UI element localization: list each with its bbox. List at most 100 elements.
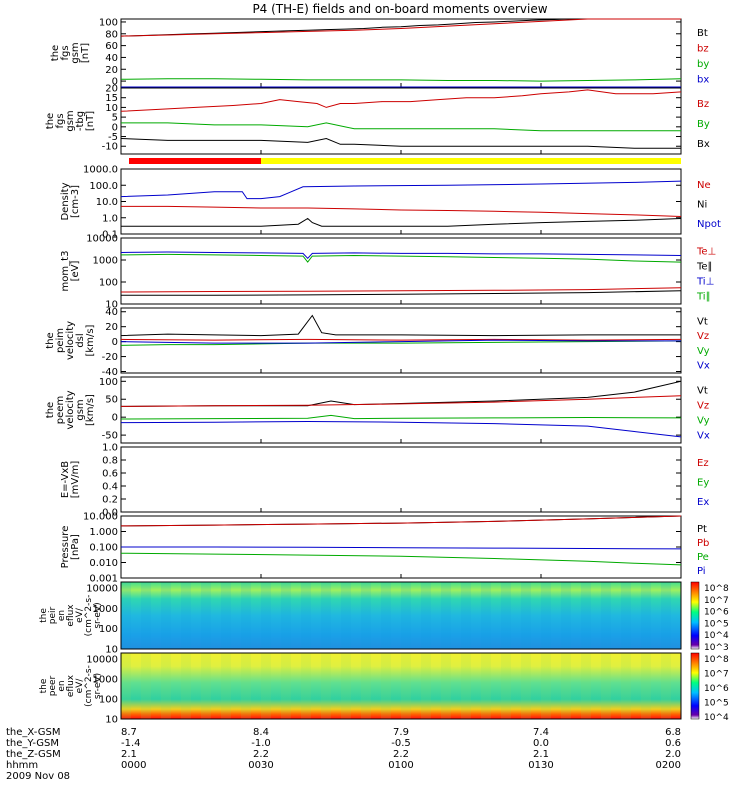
legend-entry: Bx [697, 139, 710, 150]
ephemeris-value: 8.4 [253, 727, 269, 738]
spectrogram-texture [401, 653, 411, 719]
spectrogram-texture [561, 653, 571, 719]
y-axis-label: dsl [75, 333, 86, 347]
y-tick-label: 5 [112, 113, 118, 124]
ephemeris-value: 0.6 [665, 738, 681, 749]
panel-4: 40 20 0 -20 -40 the peim velocity dsl [km/s] Vt Vz V… [45, 307, 710, 378]
legend-entry: Pe [697, 552, 709, 563]
y-tick-label: 10 [105, 300, 118, 311]
y-tick-label: 10000 [86, 584, 118, 595]
y-tick-label: 1.000 [89, 527, 118, 538]
legend-entry: By [697, 119, 710, 130]
series-line-2 [120, 78, 682, 82]
ephemeris-value: 0030 [248, 760, 273, 771]
series-line-3 [120, 339, 681, 344]
y-axis-label: peim [55, 328, 66, 353]
y-axis-label: Density [60, 182, 71, 220]
panel-frame [120, 446, 682, 513]
legend-entry: bx [697, 74, 709, 85]
legend-entry: Te⊥ [696, 247, 716, 258]
ephemeris-date: 2009 Nov 08 [6, 771, 70, 782]
spectrogram-texture [201, 653, 211, 719]
ephemeris-value: -1.4 [121, 738, 141, 749]
spectrogram-texture [261, 582, 271, 649]
y-axis-label: [cm-3] [70, 185, 81, 218]
spectrogram-texture [201, 582, 211, 649]
spectrogram-texture [161, 653, 171, 719]
y-tick-label: 1000 [93, 675, 118, 686]
colorbar [690, 652, 700, 720]
y-axis-label: [nT] [80, 43, 91, 63]
y-axis-label: sr-eV) [93, 673, 103, 699]
ephemeris-value: 7.4 [533, 727, 549, 738]
legend-entry: Ni [697, 200, 707, 211]
y-axis-label: fgs [60, 45, 71, 60]
spectrogram-texture [501, 582, 511, 649]
y-axis-label: peer [48, 675, 58, 696]
legend-entry: Ti⊥ [696, 277, 714, 288]
spectrogram-texture [621, 653, 631, 719]
spectrogram-texture [401, 582, 411, 649]
series-line-1 [120, 338, 682, 341]
y-tick-label: 0 [112, 337, 118, 348]
spectrogram-texture [281, 653, 291, 719]
y-axis-label: the [45, 113, 56, 129]
y-tick-label: -50 [102, 431, 118, 442]
spectrogram-texture [541, 653, 551, 719]
legend-entry: Vt [697, 316, 708, 327]
spectrogram-texture [521, 653, 531, 719]
y-axis-label: [eV] [70, 261, 81, 282]
panel-7: 10.000 1.000 0.100 0.010 0.001 Pressure [nPa] P… [60, 512, 709, 585]
spectrogram-texture [381, 582, 391, 649]
y-tick-label: 10000 [86, 234, 118, 245]
y-tick-label: 10 [105, 103, 118, 114]
y-axis-label: en [57, 610, 67, 621]
spectrogram-texture [481, 582, 491, 649]
colorbar-tick-label: 10^5 [704, 619, 729, 629]
y-axis-label: peem [55, 396, 66, 424]
series-line-1 [120, 18, 681, 37]
series-line-2 [121, 546, 682, 550]
spectrogram-texture [261, 653, 271, 719]
y-tick-label: 20 [105, 322, 118, 333]
legend-entry: Ex [697, 497, 709, 508]
spectrogram-fill [121, 582, 681, 649]
y-axis-label: en [57, 680, 67, 691]
colorbar-tick-label: 10^4 [704, 713, 729, 723]
series-line-1 [120, 395, 682, 407]
legend-entry: Vx [697, 361, 710, 372]
y-tick-label: 10.0 [96, 197, 118, 208]
colorbar-tick-label: 10^8 [704, 584, 729, 594]
spectrogram-texture [421, 653, 431, 719]
spectrogram-texture [141, 653, 151, 719]
ephemeris-value: 0100 [388, 760, 413, 771]
y-tick-label: 0.8 [102, 456, 118, 467]
spectrogram-texture [181, 582, 191, 649]
y-axis-label: the [45, 402, 56, 418]
panel-6: 1.0 0.8 0.6 0.4 0.2 0.0 E=-VxB [mV/m] Ez Ey Ex [60, 443, 709, 519]
legend-entry: Vz [697, 401, 709, 412]
series-line-0 [120, 180, 682, 200]
spectrogram-texture [381, 653, 391, 719]
y-tick-label: 1.0 [102, 443, 118, 454]
panel-frame [120, 18, 682, 88]
spectrogram-texture [361, 653, 371, 719]
colorbar-tick-label: 10^7 [704, 596, 729, 606]
spectrogram-texture [141, 582, 151, 649]
legend-entry: Ez [697, 458, 709, 469]
y-tick-label: 10.000 [83, 512, 118, 523]
panel-frame [120, 87, 682, 155]
ephemeris-value: 7.9 [393, 727, 409, 738]
y-tick-label: 0.001 [89, 574, 118, 585]
y-tick-label: 40 [105, 53, 118, 64]
y-tick-label: 10 [105, 715, 118, 726]
y-tick-label: 0.010 [89, 558, 118, 569]
legend-entry: Ey [697, 478, 709, 489]
legend-entry: Bt [697, 28, 708, 39]
y-tick-label: 100 [99, 624, 118, 635]
series-line-3 [120, 420, 682, 438]
spectrogram-1: 10000 1000 100 10 the peer en eflux eV/(cm^2-s-s… [39, 652, 729, 726]
